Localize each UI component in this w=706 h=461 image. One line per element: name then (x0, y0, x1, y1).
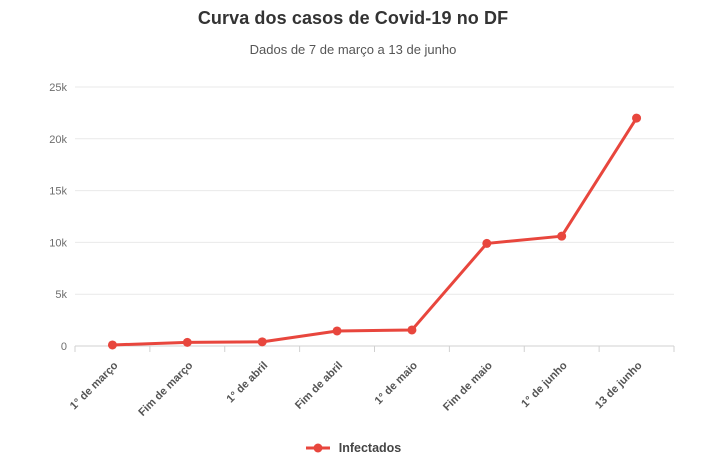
y-tick-label: 0 (61, 341, 67, 353)
y-tick-label: 15k (49, 186, 67, 198)
x-tick-label: 1° de abril (225, 360, 271, 406)
x-axis-labels: 1° de março Fim de março 1° de abril Fim de… (68, 359, 645, 418)
y-tick-label: 5k (55, 289, 67, 301)
gridlines (75, 86, 674, 295)
y-tick-label: 25k (49, 82, 67, 94)
x-tick-label: 13 de junho (593, 359, 645, 411)
legend-dot (313, 443, 323, 453)
x-tick-label: 1° de junho (519, 359, 570, 410)
legend-item-infectados[interactable]: Infectados (0, 438, 706, 458)
data-point[interactable] (407, 325, 417, 335)
y-tick-label: 10k (49, 237, 67, 249)
x-axis (74, 345, 675, 352)
chart-subtitle: Dados de 7 de março a 13 de junho (249, 42, 457, 57)
x-tick-label: Fim de março (136, 359, 195, 418)
series-line (110, 116, 639, 347)
data-point[interactable] (632, 113, 642, 123)
data-point[interactable] (332, 326, 342, 336)
x-tick-label: 1° de maio (373, 359, 421, 407)
data-point[interactable] (482, 238, 492, 248)
x-tick-label: Fim de abril (293, 360, 345, 412)
y-axis-labels: 0 5k 10k 15k 20k 25k (49, 82, 67, 353)
data-point[interactable] (257, 337, 267, 347)
chart-title: Curva dos casos de Covid-19 no DF (197, 8, 509, 28)
y-tick-label: 20k (49, 134, 67, 146)
series-markers (107, 113, 642, 350)
x-tick-label: 1° de março (68, 359, 121, 412)
x-tick-label: Fim de maio (441, 359, 495, 413)
legend-label: Infectados (338, 441, 402, 455)
data-point[interactable] (107, 340, 117, 350)
legend-marker-icon (305, 442, 331, 454)
data-point[interactable] (557, 231, 567, 241)
data-point[interactable] (182, 337, 192, 347)
